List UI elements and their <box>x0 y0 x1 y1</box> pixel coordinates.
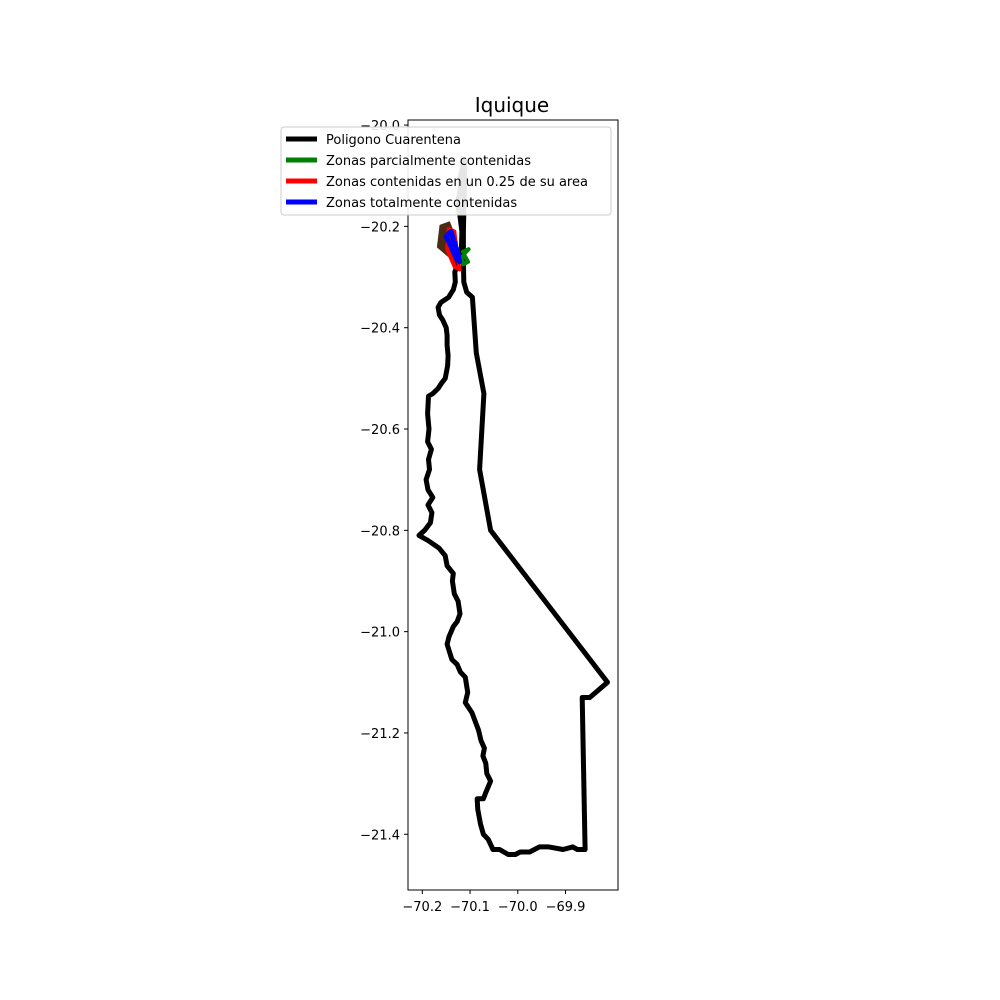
y-tick-label: −20.8 <box>360 524 400 539</box>
y-tick-label: −20.6 <box>360 423 400 438</box>
fully-contained-zones <box>443 228 462 265</box>
y-tick-label: −21.0 <box>360 626 400 641</box>
y-tick-label: −20.2 <box>360 220 400 235</box>
legend-label: Zonas parcialmente contenidas <box>326 154 531 169</box>
legend-label: Zonas contenidas en un 0.25 de su area <box>326 175 588 190</box>
x-tick-label: −70.1 <box>450 900 490 915</box>
quarantine-polygon <box>416 158 610 857</box>
quarter-contained-zones <box>445 226 462 272</box>
legend-label: Poligono Cuarentena <box>326 133 461 148</box>
y-tick-label: −21.2 <box>360 727 400 742</box>
y-tick-label: −21.4 <box>360 828 400 843</box>
x-tick-label: −70.2 <box>402 900 442 915</box>
legend-label: Zonas totalmente contenidas <box>326 196 517 211</box>
axes-frame <box>407 119 619 891</box>
x-tick-label: −69.9 <box>546 900 586 915</box>
partially-contained-zones <box>459 247 471 267</box>
x-tick-label: −70.0 <box>498 900 538 915</box>
chart-title: Iquique <box>475 93 550 117</box>
legend-box <box>280 126 612 216</box>
legend: Poligono Cuarentena Zonas parcialmente co… <box>280 126 612 216</box>
y-tick-label: −20.4 <box>360 322 400 337</box>
